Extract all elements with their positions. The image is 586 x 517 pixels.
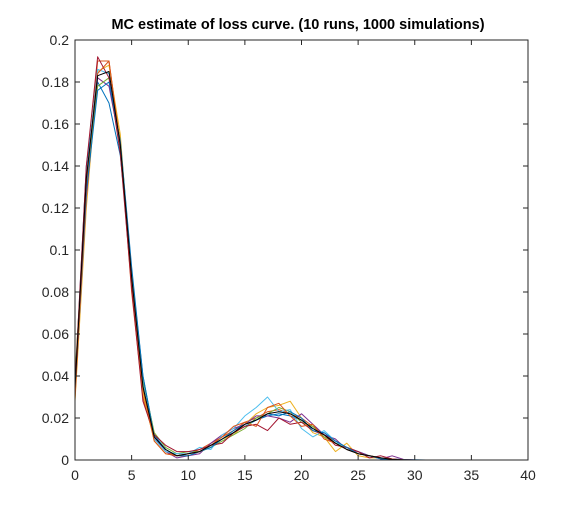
y-tick-label: 0.18: [42, 74, 69, 90]
y-tick-label: 0.08: [42, 284, 69, 300]
chart-title: MC estimate of loss curve. (10 runs, 100…: [111, 17, 484, 33]
y-tick-label: 0.06: [42, 326, 69, 342]
y-tick-label: 0.04: [42, 368, 69, 384]
x-tick-label: 25: [350, 467, 366, 483]
x-tick-label: 20: [294, 467, 310, 483]
x-tick-label: 10: [180, 467, 196, 483]
y-tick-label: 0: [61, 452, 69, 468]
y-tick-label: 0.14: [42, 158, 69, 174]
x-tick-label: 35: [464, 467, 480, 483]
y-tick-label: 0.16: [42, 116, 69, 132]
x-tick-label: 15: [237, 467, 253, 483]
axis-layer: 0 5 10 15 20 25 30 35 40 0 0.02 0.04 0.06 0.08 0.1 0.12…: [42, 32, 536, 483]
y-tick-label: 0.12: [42, 200, 69, 216]
x-tick-label: 5: [128, 467, 136, 483]
plot-background: [75, 40, 528, 460]
x-tick-label: 30: [407, 467, 423, 483]
x-tick-label: 0: [71, 467, 79, 483]
y-tick-label: 0.2: [50, 32, 70, 48]
x-tick-label: 40: [520, 467, 536, 483]
y-tick-label: 0.02: [42, 410, 69, 426]
y-tick-label: 0.1: [50, 242, 70, 258]
